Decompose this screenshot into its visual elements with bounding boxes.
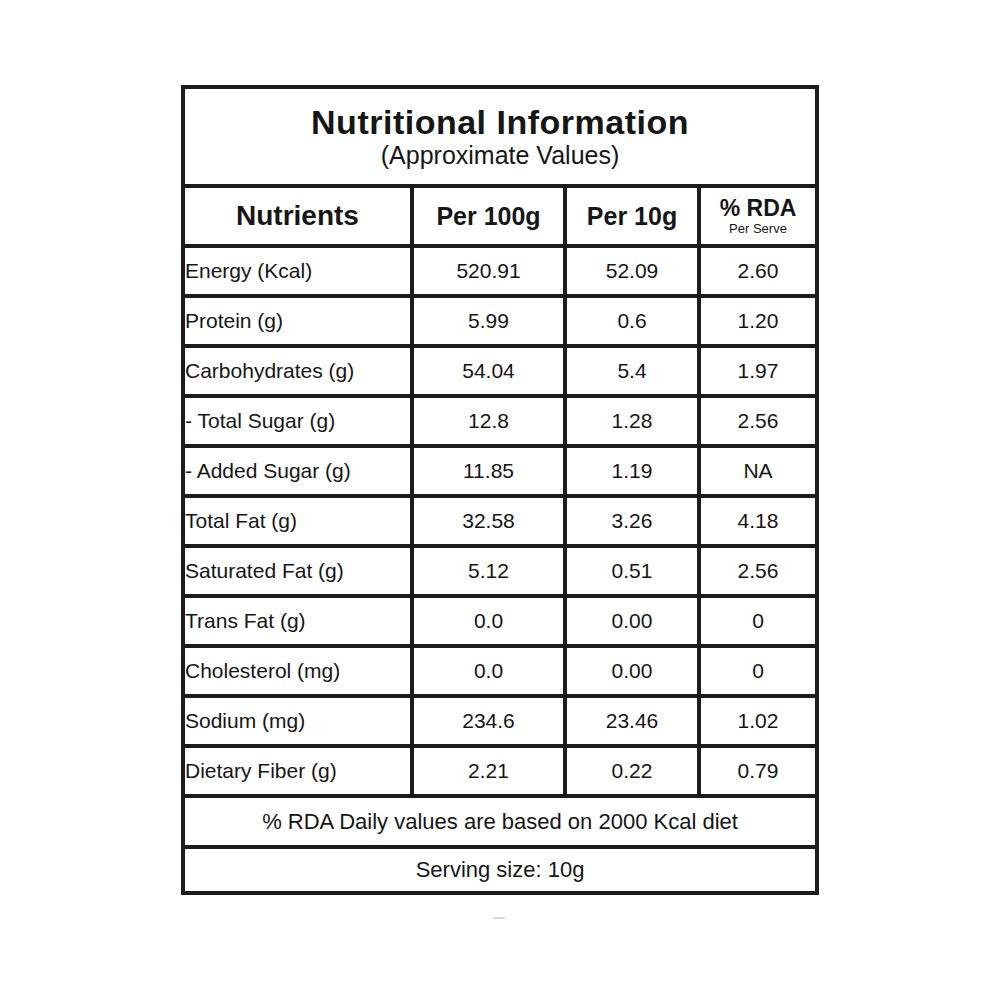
nutrient-name: Cholesterol (mg) — [183, 646, 412, 696]
table-row-cholesterol: Cholesterol (mg) 0.0 0.00 0 — [183, 646, 817, 696]
rda-note: % RDA Daily values are based on 2000 Kca… — [183, 796, 817, 847]
value-rda: 1.20 — [699, 296, 817, 346]
table-row-total-sugar: - Total Sugar (g) 12.8 1.28 2.56 — [183, 396, 817, 446]
page-subtitle: (Approximate Values) — [185, 142, 815, 170]
nutrient-name: Saturated Fat (g) — [183, 546, 412, 596]
nutrient-name: - Total Sugar (g) — [183, 396, 412, 446]
rda-note-row: % RDA Daily values are based on 2000 Kca… — [183, 796, 817, 847]
value-per-100g: 2.21 — [412, 746, 565, 796]
rda-sublabel: Per Serve — [701, 222, 815, 235]
nutrient-name: Energy (Kcal) — [183, 246, 412, 296]
value-per-10g: 0.00 — [565, 596, 699, 646]
column-header-nutrients: Nutrients — [183, 186, 412, 246]
table-row-added-sugar: - Added Sugar (g) 11.85 1.19 NA — [183, 446, 817, 496]
value-per-10g: 52.09 — [565, 246, 699, 296]
table-row-carbohydrates: Carbohydrates (g) 54.04 5.4 1.97 — [183, 346, 817, 396]
value-per-10g: 0.6 — [565, 296, 699, 346]
value-rda: 0.79 — [699, 746, 817, 796]
value-per-10g: 23.46 — [565, 696, 699, 746]
nutrient-name: Trans Fat (g) — [183, 596, 412, 646]
table-row-energy: Energy (Kcal) 520.91 52.09 2.60 — [183, 246, 817, 296]
nutrition-label-image: Nutritional Information (Approximate Val… — [0, 0, 1000, 1000]
column-header-per-10g: Per 10g — [565, 186, 699, 246]
serving-size: Serving size: 10g — [183, 847, 817, 893]
value-per-100g: 11.85 — [412, 446, 565, 496]
value-per-10g: 1.28 — [565, 396, 699, 446]
nutrition-table: Nutritional Information (Approximate Val… — [181, 85, 819, 895]
stray-mark — [493, 917, 505, 919]
column-header-rda: % RDA Per Serve — [699, 186, 817, 246]
page-title: Nutritional Information — [185, 103, 815, 142]
value-rda: 0 — [699, 596, 817, 646]
table-row-trans-fat: Trans Fat (g) 0.0 0.00 0 — [183, 596, 817, 646]
nutrient-name: Sodium (mg) — [183, 696, 412, 746]
nutrient-name: - Added Sugar (g) — [183, 446, 412, 496]
value-rda: NA — [699, 446, 817, 496]
value-per-100g: 32.58 — [412, 496, 565, 546]
value-per-10g: 0.22 — [565, 746, 699, 796]
table-row-dietary-fiber: Dietary Fiber (g) 2.21 0.22 0.79 — [183, 746, 817, 796]
value-per-100g: 5.99 — [412, 296, 565, 346]
value-rda: 2.56 — [699, 546, 817, 596]
value-per-100g: 5.12 — [412, 546, 565, 596]
table-row-sodium: Sodium (mg) 234.6 23.46 1.02 — [183, 696, 817, 746]
value-per-10g: 1.19 — [565, 446, 699, 496]
nutrient-name: Dietary Fiber (g) — [183, 746, 412, 796]
table-row-total-fat: Total Fat (g) 32.58 3.26 4.18 — [183, 496, 817, 546]
title-row: Nutritional Information (Approximate Val… — [183, 87, 817, 186]
column-header-row: Nutrients Per 100g Per 10g % RDA Per Ser… — [183, 186, 817, 246]
nutrient-name: Carbohydrates (g) — [183, 346, 412, 396]
value-per-100g: 54.04 — [412, 346, 565, 396]
value-per-10g: 0.00 — [565, 646, 699, 696]
value-rda: 4.18 — [699, 496, 817, 546]
value-per-10g: 5.4 — [565, 346, 699, 396]
title-cell: Nutritional Information (Approximate Val… — [183, 87, 817, 186]
value-per-100g: 234.6 — [412, 696, 565, 746]
table-row-protein: Protein (g) 5.99 0.6 1.20 — [183, 296, 817, 346]
rda-label: % RDA — [720, 195, 797, 221]
value-rda: 2.56 — [699, 396, 817, 446]
value-per-100g: 520.91 — [412, 246, 565, 296]
value-rda: 0 — [699, 646, 817, 696]
value-per-10g: 0.51 — [565, 546, 699, 596]
column-header-per-100g: Per 100g — [412, 186, 565, 246]
value-per-100g: 0.0 — [412, 596, 565, 646]
nutrient-name: Protein (g) — [183, 296, 412, 346]
value-per-100g: 12.8 — [412, 396, 565, 446]
value-per-10g: 3.26 — [565, 496, 699, 546]
table-row-saturated-fat: Saturated Fat (g) 5.12 0.51 2.56 — [183, 546, 817, 596]
value-rda: 2.60 — [699, 246, 817, 296]
nutrient-name: Total Fat (g) — [183, 496, 412, 546]
value-rda: 1.02 — [699, 696, 817, 746]
value-rda: 1.97 — [699, 346, 817, 396]
value-per-100g: 0.0 — [412, 646, 565, 696]
serving-size-row: Serving size: 10g — [183, 847, 817, 893]
